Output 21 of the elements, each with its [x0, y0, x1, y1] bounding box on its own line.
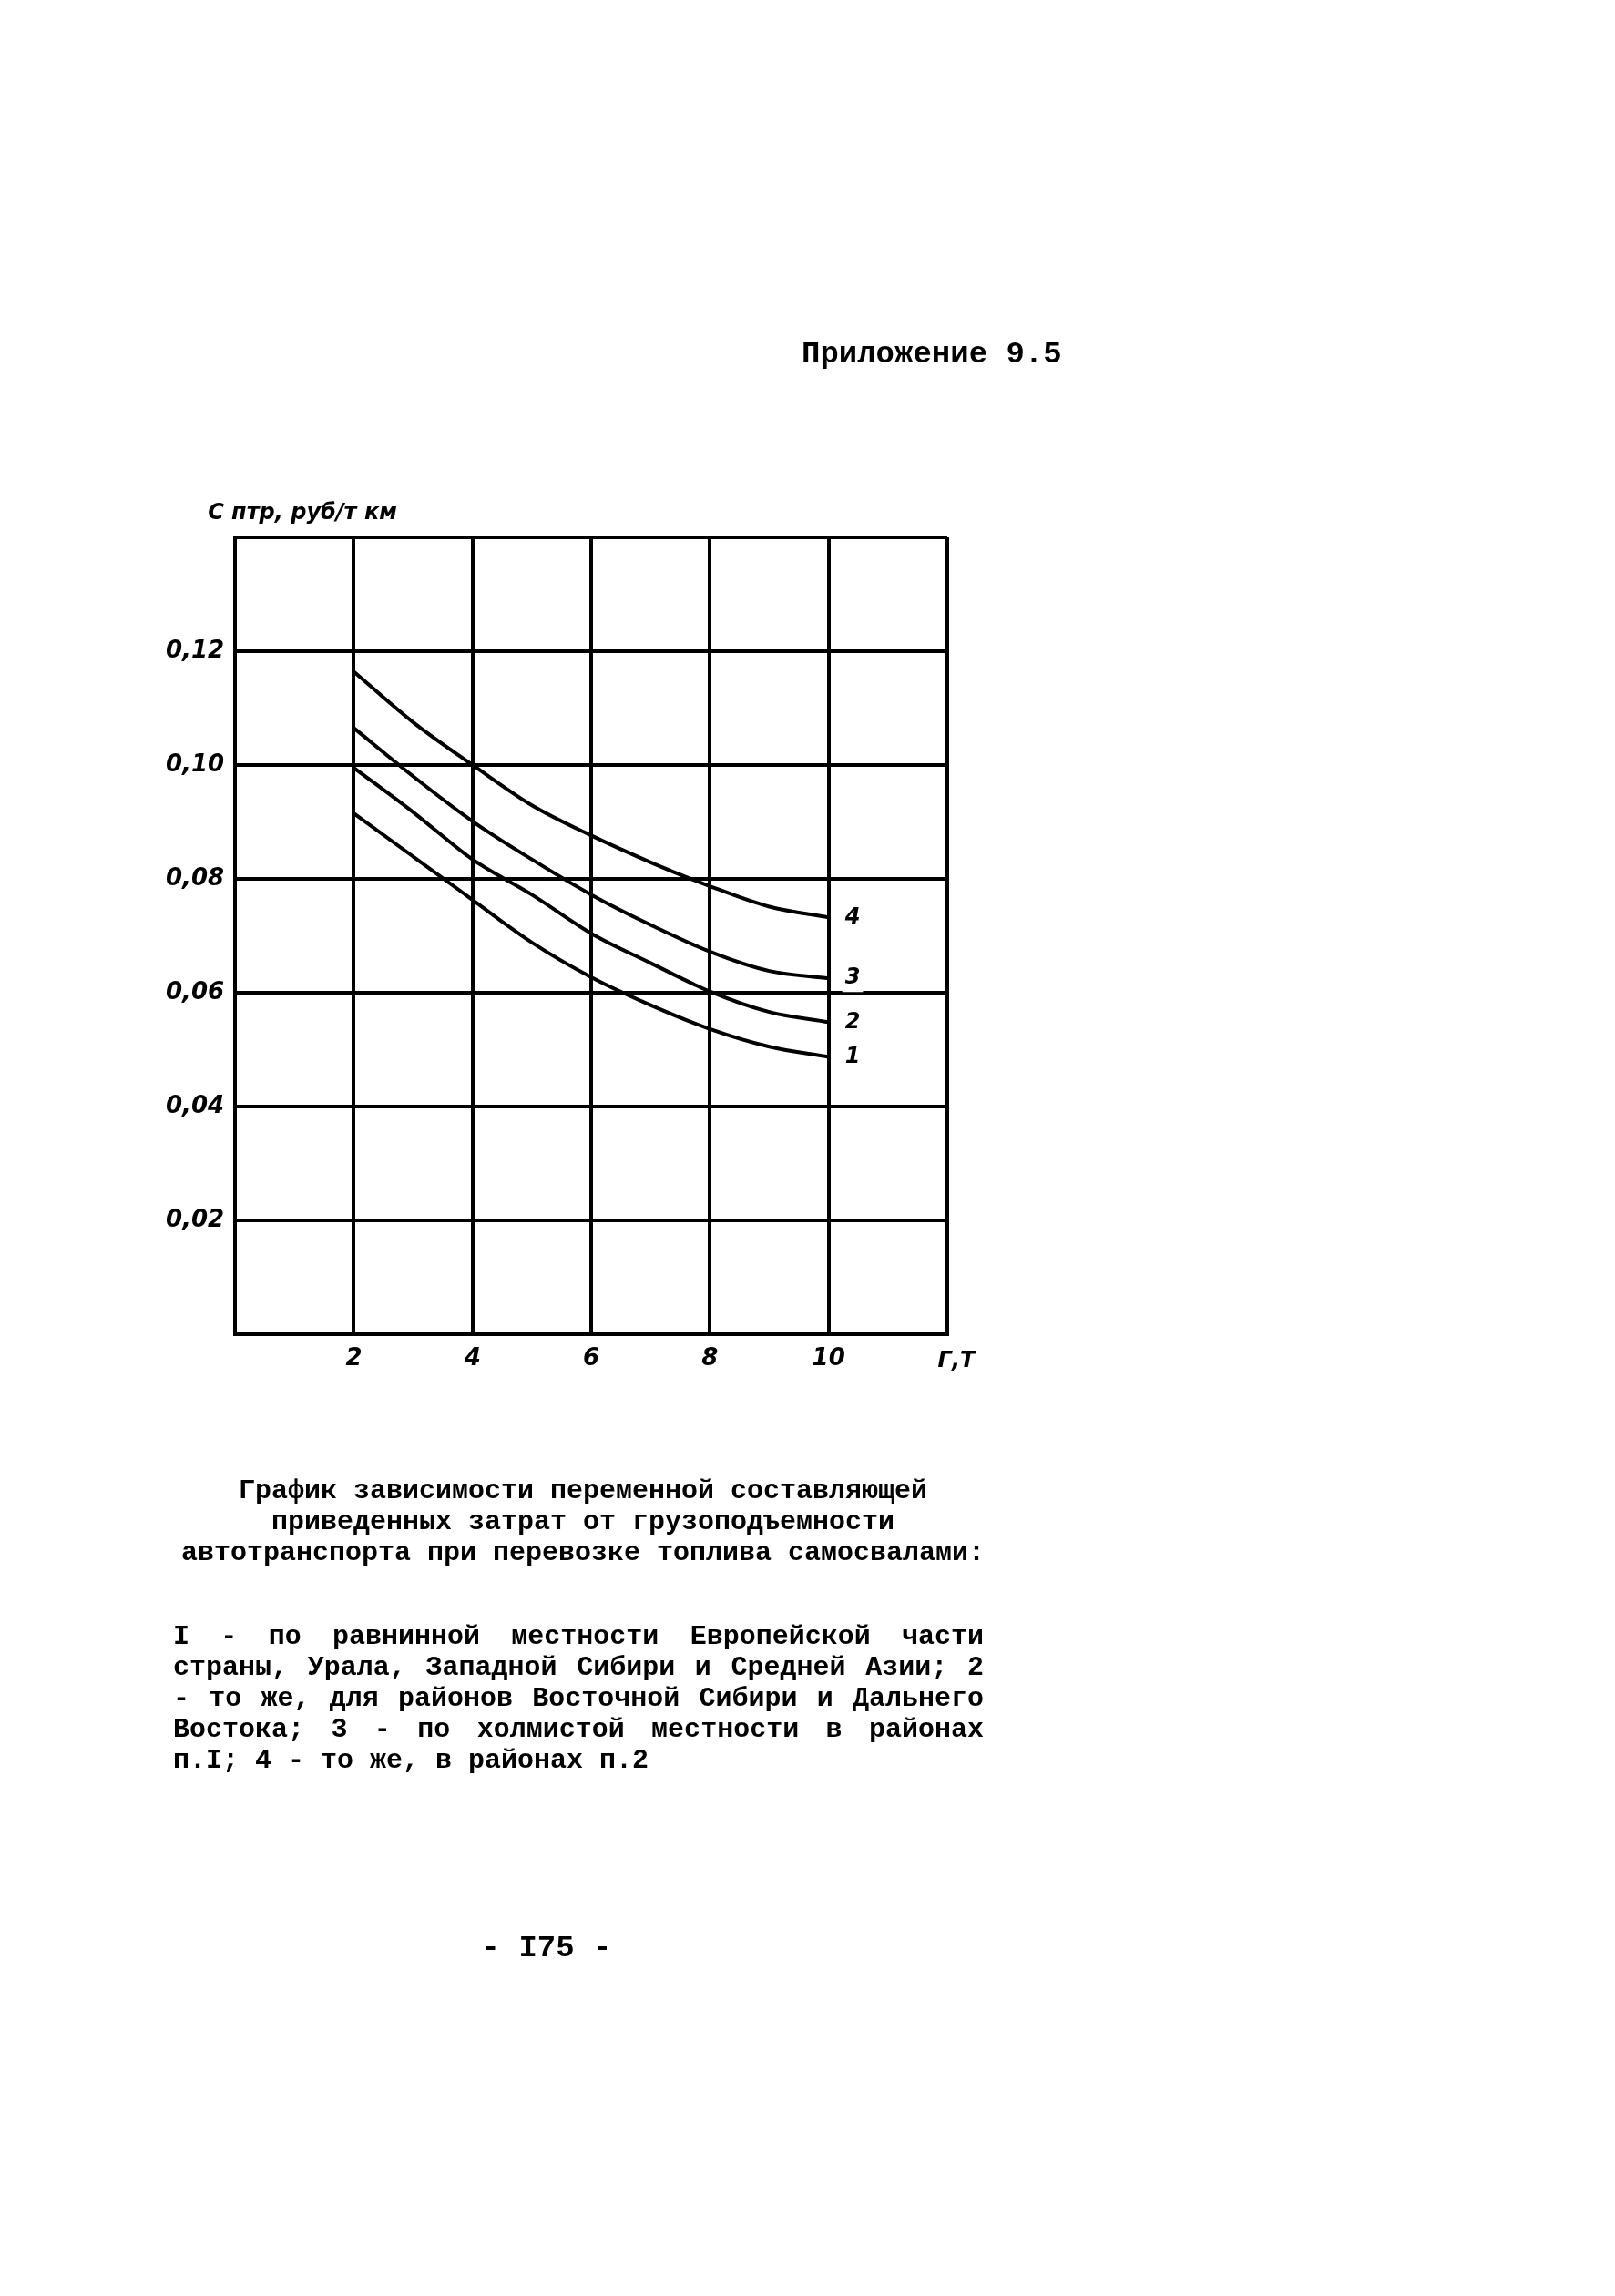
y-tick-label: 0,08	[165, 862, 225, 891]
text: I - по равнинной местности Европейской части страны, Урала, Западной Сибири и Средней Азии; 2 - то же, для районов Восточной Сибири и Дальнего Востока; 3 - по холмистой местности в районах п.I; 4 - то же, в районах п.2	[173, 1621, 984, 1776]
y-tick-label: 0,06	[165, 976, 225, 1005]
text: Приложение 9.5	[802, 337, 1062, 372]
series-label: 4	[843, 903, 861, 929]
series-label: 3	[844, 964, 861, 990]
x-tick-label: 10	[812, 1343, 845, 1372]
x-axis-title: Г,Т	[937, 1347, 977, 1373]
y-tick-label: 0,12	[165, 635, 225, 663]
text: - I75 -	[480, 1931, 613, 1965]
x-tick-label: 4	[463, 1343, 481, 1372]
x-tick-label: 8	[701, 1343, 719, 1372]
text: График зависимости переменной составляющей приведенных затрат от грузоподъемности автотранспорта при перевозке топлива самосвалами:	[179, 1475, 986, 1568]
series-label: 2	[844, 1007, 861, 1034]
x-tick-label: 6	[583, 1343, 600, 1372]
y-axis-title: С птр, руб/т км	[208, 499, 397, 526]
series-label: 1	[844, 1042, 861, 1068]
y-tick-label: 0,02	[165, 1204, 225, 1232]
y-tick-label: 0,10	[165, 749, 225, 777]
x-tick-label: 2	[345, 1343, 363, 1372]
y-tick-label: 0,04	[165, 1090, 225, 1118]
